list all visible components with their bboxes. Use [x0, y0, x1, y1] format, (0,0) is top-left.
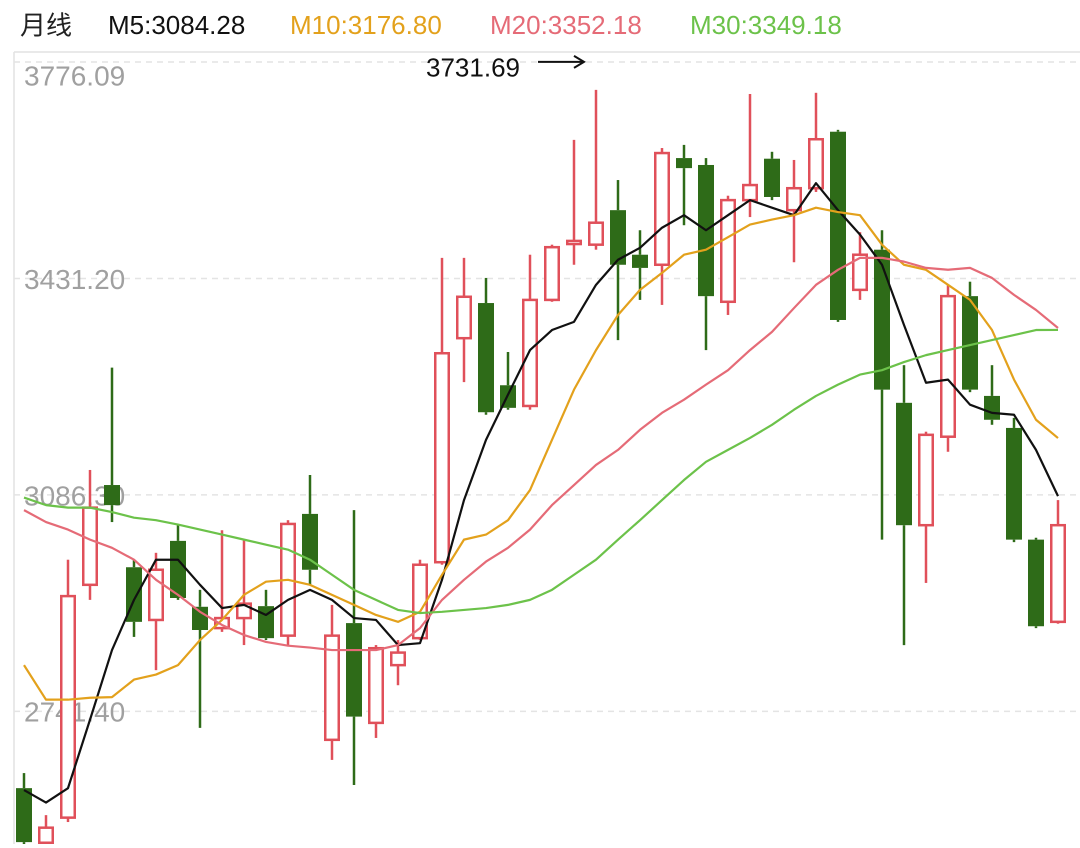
- candle-body: [60, 594, 76, 819]
- candle-body: [610, 210, 626, 265]
- candle-body: [1006, 427, 1022, 540]
- candle-body: [764, 158, 780, 197]
- candle-body: [654, 151, 670, 267]
- candle-body: [984, 395, 1000, 420]
- candle-body: [368, 646, 384, 725]
- candle-body: [830, 131, 846, 320]
- legend-entry: M20:3352.18: [490, 10, 642, 40]
- ma-line: [23, 182, 1059, 804]
- candle-body: [1050, 523, 1066, 624]
- candle-body: [148, 568, 164, 622]
- y-tick-label: 3776.09: [24, 60, 125, 91]
- grid: [14, 61, 1080, 713]
- candle-body: [874, 249, 890, 390]
- candle-body: [588, 221, 604, 246]
- candle-body: [170, 540, 186, 598]
- candle-body: [852, 253, 868, 292]
- period-label: 月线: [20, 12, 72, 42]
- candle-body: [456, 295, 472, 340]
- candles: [16, 89, 1066, 844]
- candle-body: [940, 294, 956, 438]
- candle-body: [566, 239, 582, 246]
- ma-line: [23, 328, 1059, 615]
- candle-body: [896, 402, 912, 526]
- candle-body: [16, 788, 32, 843]
- legend-entry: M30:3349.18: [690, 10, 842, 40]
- annotation-label: 3731.69: [426, 53, 520, 83]
- ma-line: [23, 256, 1059, 652]
- annotations: 3731.69: [426, 53, 586, 83]
- moving-averages: [23, 182, 1059, 804]
- candle-body: [38, 826, 54, 844]
- candle-body: [786, 186, 802, 212]
- candle-body: [918, 433, 934, 527]
- candle-body: [720, 198, 736, 304]
- legend-entry: M10:3176.80: [290, 10, 442, 40]
- candle-body: [742, 183, 758, 202]
- candle-body: [104, 485, 120, 506]
- y-tick-label: 3431.20: [24, 264, 125, 295]
- candle-body: [676, 158, 692, 169]
- candle-body: [390, 651, 406, 667]
- candle-body: [214, 616, 230, 630]
- legend-entry: M5:3084.28: [108, 10, 245, 40]
- candle-body: [302, 513, 318, 570]
- candle-body: [434, 351, 450, 564]
- candle-body: [1028, 539, 1044, 627]
- annotation-arrowhead: [573, 55, 586, 69]
- candle-body: [192, 606, 208, 631]
- candle-body: [808, 137, 824, 190]
- candle-body: [544, 245, 560, 302]
- candle-body: [962, 296, 978, 390]
- candle-body: [324, 634, 340, 742]
- candle-body: [522, 298, 538, 408]
- legend: M5:3084.28 M10:3176.80 M20:3352.18 M30:3349…: [108, 10, 842, 40]
- ma-line: [23, 206, 1059, 701]
- candle-body: [478, 303, 494, 413]
- candle-body: [346, 623, 362, 717]
- candle-body: [632, 254, 648, 268]
- candle-body: [82, 506, 98, 587]
